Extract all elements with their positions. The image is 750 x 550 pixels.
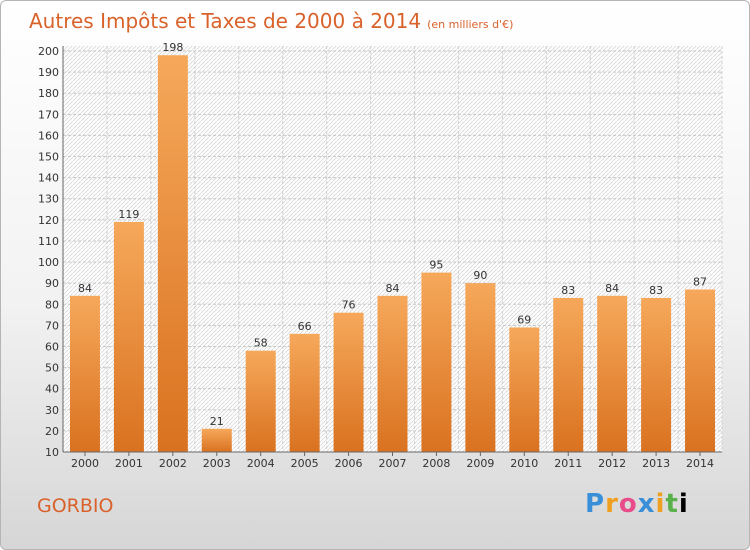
bar-2002 — [157, 55, 188, 452]
data-label: 69 — [517, 313, 531, 326]
data-label: 84 — [78, 282, 92, 295]
logo-letter: o — [618, 489, 638, 519]
data-label: 87 — [693, 275, 707, 288]
y-tick-label: 40 — [45, 383, 59, 396]
y-tick-label: 90 — [45, 277, 59, 290]
y-tick-label: 170 — [38, 108, 59, 121]
bar-2006 — [333, 312, 364, 452]
data-label: 95 — [429, 259, 443, 272]
x-tick-label: 2014 — [686, 457, 714, 470]
logo-letter: i — [655, 489, 666, 519]
y-tick-label: 110 — [38, 235, 59, 248]
bar-2005 — [289, 333, 320, 452]
y-tick-label: 180 — [38, 87, 59, 100]
x-tick-label: 2008 — [422, 457, 450, 470]
data-label: 84 — [386, 282, 400, 295]
bar-2004 — [245, 350, 276, 452]
x-tick-label: 2006 — [335, 457, 363, 470]
y-tick-label: 60 — [45, 340, 59, 353]
y-tick-label: 150 — [38, 151, 59, 164]
data-label: 66 — [298, 320, 312, 333]
bar-2010 — [509, 327, 540, 452]
y-tick-label: 160 — [38, 129, 59, 142]
y-tick-label: 200 — [38, 45, 59, 58]
data-label: 90 — [473, 269, 487, 282]
logo-letter: x — [637, 489, 656, 519]
x-tick-label: 2002 — [159, 457, 187, 470]
bar-2012 — [597, 295, 628, 452]
x-tick-label: 2007 — [379, 457, 407, 470]
data-label: 21 — [210, 415, 224, 428]
y-tick-label: 50 — [45, 362, 59, 375]
chart-subtitle: (en milliers d'€) — [427, 18, 514, 31]
y-tick-label: 190 — [38, 66, 59, 79]
y-tick-label: 130 — [38, 193, 59, 206]
x-tick-label: 2011 — [554, 457, 582, 470]
y-tick-label: 100 — [38, 256, 59, 269]
data-label: 84 — [605, 282, 619, 295]
logo-letter: t — [665, 489, 679, 519]
x-tick-label: 2010 — [510, 457, 538, 470]
x-tick-label: 2000 — [71, 457, 99, 470]
chart-title-text: Autres Impôts et Taxes de 2000 à 2014 — [29, 9, 422, 33]
x-tick-label: 2004 — [247, 457, 275, 470]
data-label: 76 — [342, 299, 356, 312]
bar-2007 — [377, 295, 408, 452]
logo-letter: i — [678, 489, 689, 519]
data-label: 198 — [162, 41, 183, 54]
bar-2013 — [641, 297, 672, 452]
x-tick-label: 2003 — [203, 457, 231, 470]
bar-2001 — [113, 221, 144, 452]
data-label: 83 — [649, 284, 663, 297]
gridlines — [62, 46, 723, 453]
data-label: 119 — [118, 208, 139, 221]
proxiti-logo: Proxiti — [585, 489, 689, 519]
x-tick-label: 2012 — [598, 457, 626, 470]
bar-2003 — [201, 428, 232, 452]
chart-title: Autres Impôts et Taxes de 2000 à 2014 (en… — [29, 9, 513, 33]
bar-2008 — [421, 272, 452, 452]
x-tick-label: 2009 — [466, 457, 494, 470]
x-tick-label: 2013 — [642, 457, 670, 470]
x-tick-label: 2001 — [115, 457, 143, 470]
bar-2009 — [465, 283, 496, 452]
axes: 10 20 30 40 50 60 70 80 90 100 110 120 130 140 150 160 1… — [38, 45, 722, 470]
logo-letter: P — [585, 489, 606, 519]
bar-2000 — [69, 295, 100, 452]
bars: 84 119 198 21 58 66 76 84 95 90 69 83 84 83 87 — [69, 41, 716, 452]
y-tick-label: 80 — [45, 298, 59, 311]
x-tick-label: 2005 — [291, 457, 319, 470]
y-tick-label: 20 — [45, 425, 59, 438]
y-tick-label: 120 — [38, 214, 59, 227]
y-tick-label: 140 — [38, 172, 59, 185]
y-tick-label: 30 — [45, 404, 59, 417]
data-label: 58 — [254, 337, 268, 350]
y-tick-label: 70 — [45, 319, 59, 332]
y-tick-label: 10 — [45, 446, 59, 459]
bar-2011 — [553, 297, 584, 452]
logo-letter: r — [605, 489, 619, 519]
bar-2014 — [685, 289, 716, 452]
data-label: 83 — [561, 284, 575, 297]
place-name: GORBIO — [37, 495, 114, 517]
